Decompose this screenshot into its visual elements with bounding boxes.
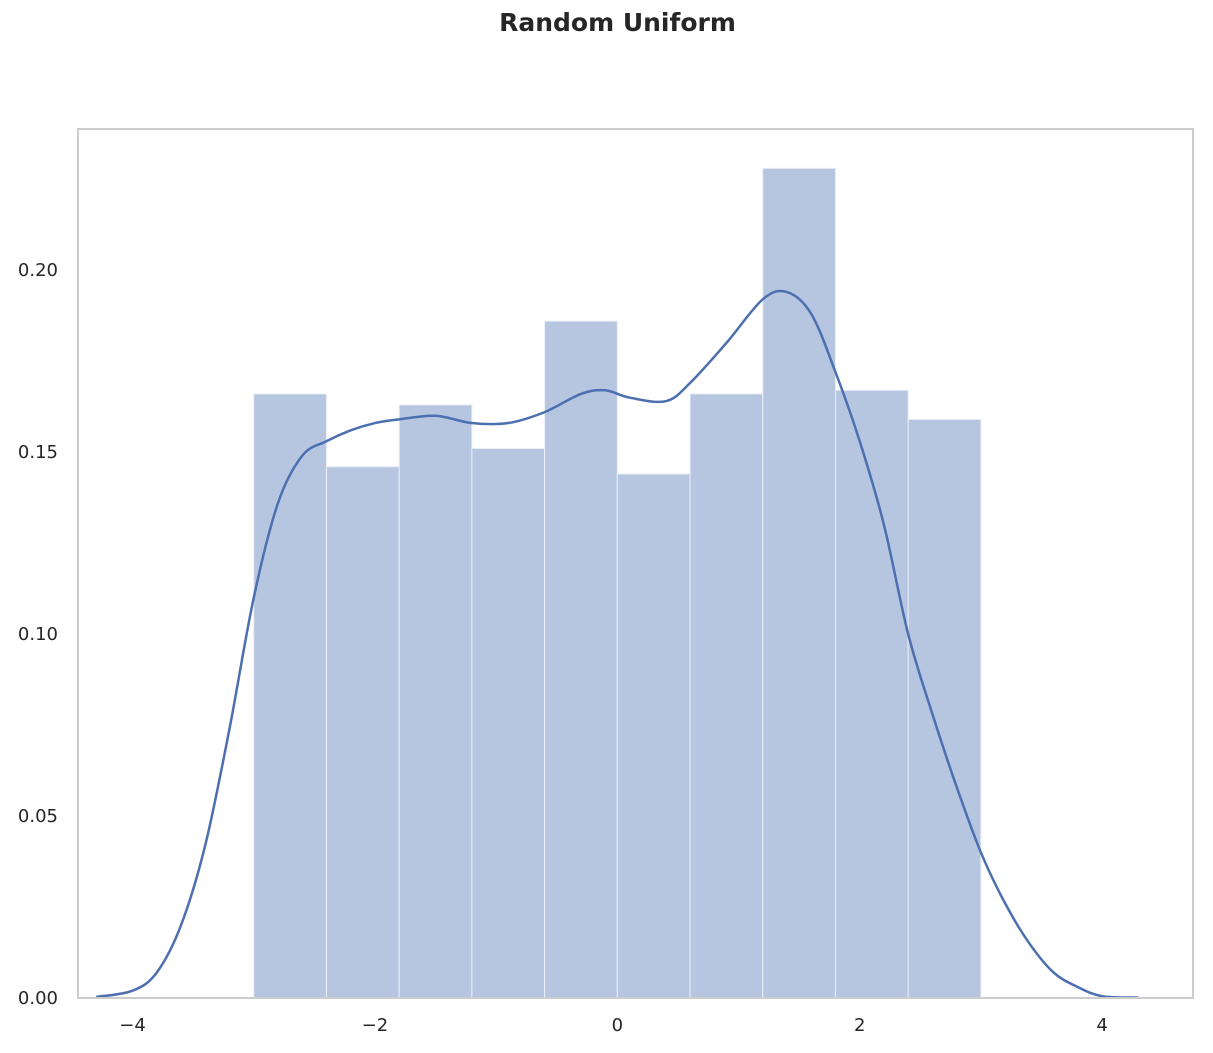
y-tick-label: 0.05 — [18, 806, 58, 827]
x-tick-label: 4 — [1096, 1015, 1107, 1036]
y-tick-label: 0.00 — [18, 988, 58, 1009]
histogram-bar — [253, 393, 327, 999]
x-tick-label: 0 — [612, 1015, 623, 1036]
histogram-bar — [834, 389, 909, 999]
chart-title: Random Uniform — [499, 8, 736, 37]
x-tick-label: −2 — [362, 1015, 389, 1036]
x-tick-label: −4 — [119, 1015, 146, 1036]
y-tick-label: 0.10 — [18, 624, 58, 645]
histogram-bar — [616, 473, 691, 999]
histogram-bar — [689, 393, 764, 999]
histogram-bar — [471, 448, 546, 999]
histogram-bar — [325, 466, 400, 999]
histogram-bar — [398, 404, 473, 999]
x-tick-label: 2 — [854, 1015, 865, 1036]
y-tick-label: 0.15 — [18, 442, 58, 463]
histogram-bar — [907, 418, 982, 999]
histogram-bar — [544, 320, 618, 999]
kde-line — [95, 289, 1139, 999]
histogram-bar — [762, 167, 836, 999]
y-tick-label: 0.20 — [18, 260, 58, 281]
plot-frame — [77, 128, 1194, 999]
